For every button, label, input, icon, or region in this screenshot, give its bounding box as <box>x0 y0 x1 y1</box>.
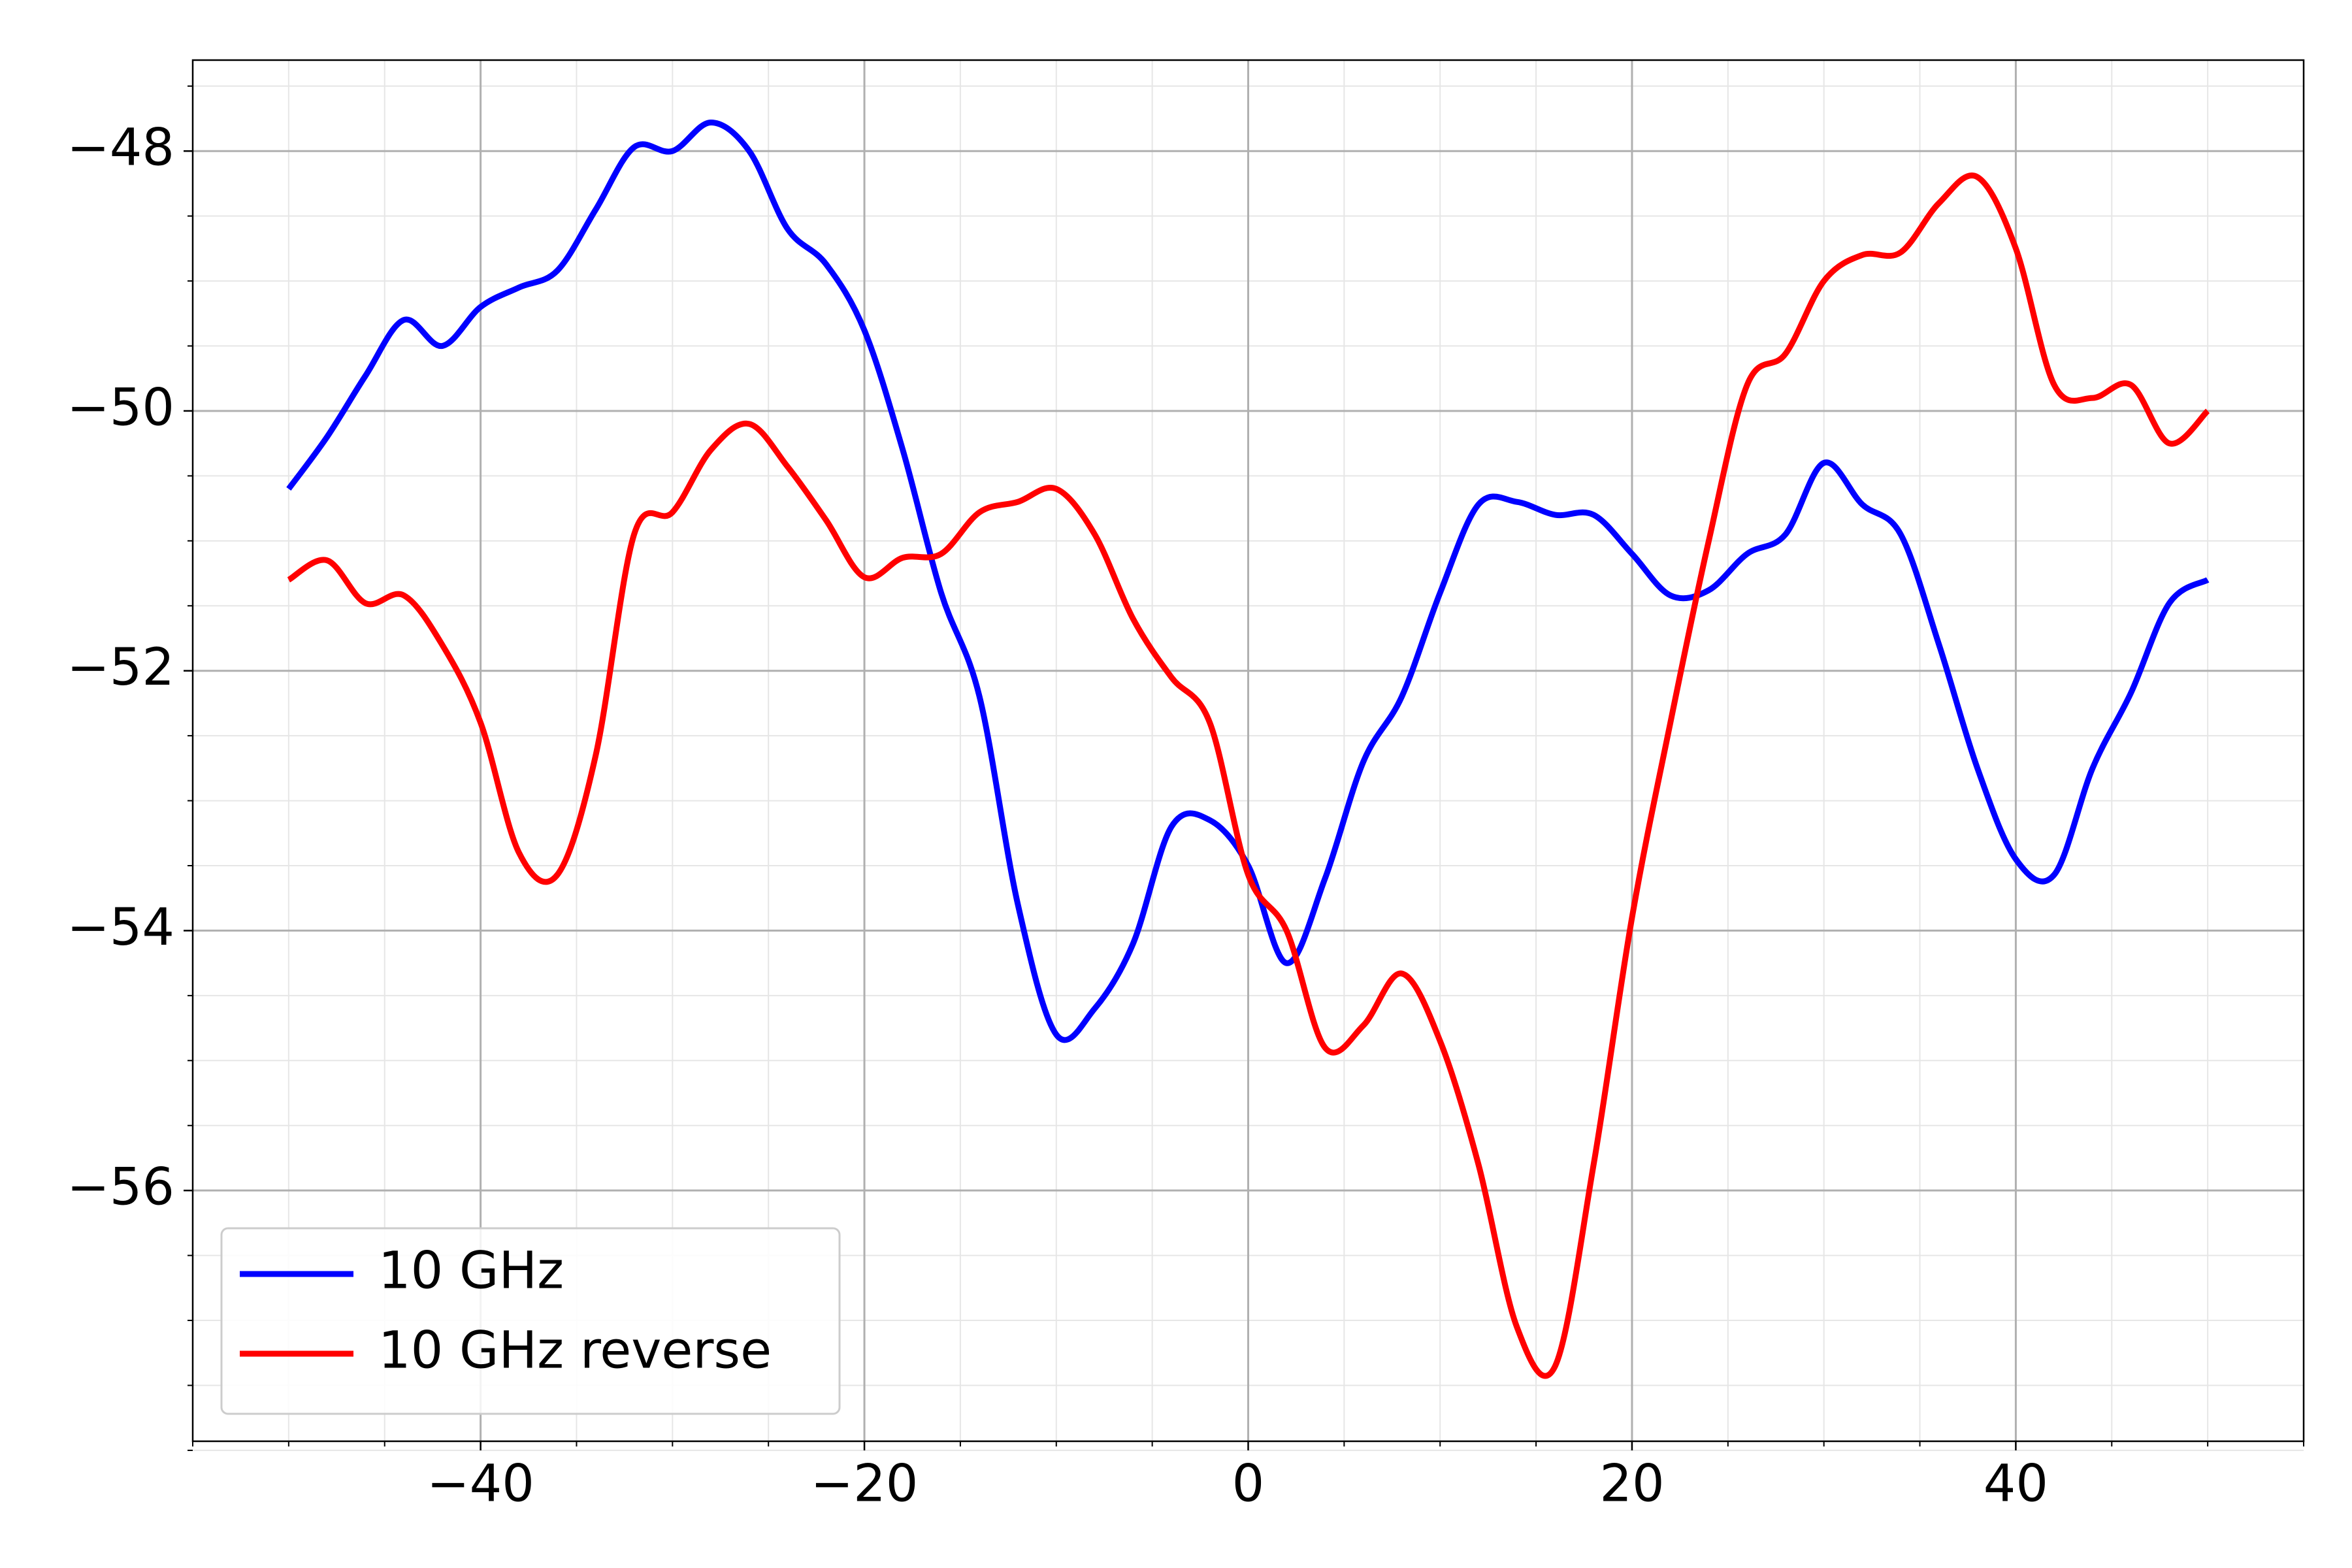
x-tick-label: −40 <box>427 1454 534 1513</box>
x-tick-label: 0 <box>1232 1454 1265 1513</box>
legend-label: 10 GHz <box>378 1241 564 1300</box>
y-tick-label: −54 <box>67 898 174 957</box>
legend: 10 GHz 10 GHz reverse <box>220 1227 841 1415</box>
y-tick-label: −50 <box>67 378 174 437</box>
legend-label: 10 GHz reverse <box>378 1321 772 1380</box>
y-tick-label: −48 <box>67 119 174 178</box>
line <box>287 172 2210 1379</box>
y-tick-label: −56 <box>67 1158 174 1217</box>
x-tick-label: 40 <box>1984 1454 2048 1513</box>
y-tick-label: −52 <box>67 638 174 697</box>
legend-box <box>220 1227 841 1415</box>
x-tick-label: −20 <box>811 1454 919 1513</box>
x-tick-label: 20 <box>1599 1454 1664 1513</box>
plot-frame <box>191 59 2305 1443</box>
